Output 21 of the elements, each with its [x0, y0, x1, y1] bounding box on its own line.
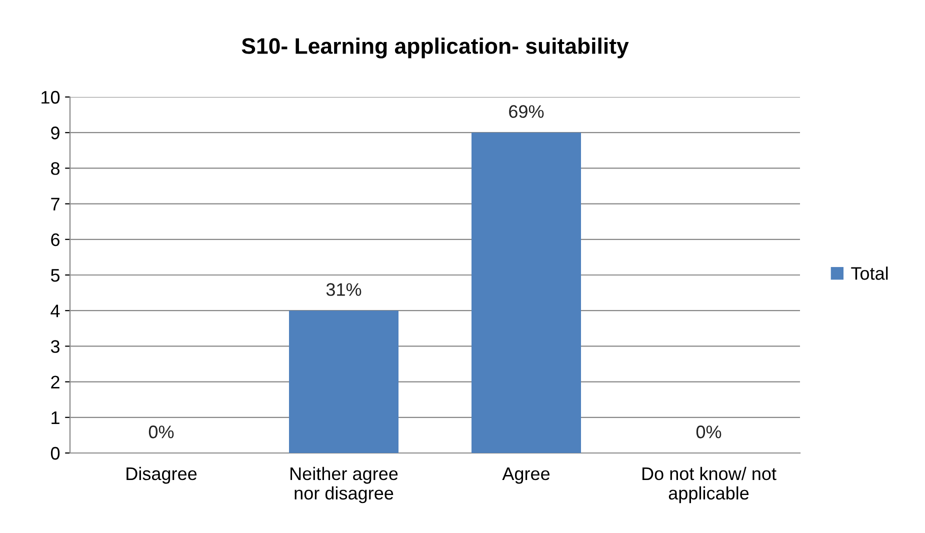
y-tick-label: 10 — [42, 90, 60, 104]
legend-label: Total — [851, 266, 888, 280]
y-tick-label: 8 — [51, 162, 60, 175]
chart-title: S10- Learning application- suitability — [242, 38, 629, 58]
annotation: 31% — [326, 283, 362, 296]
x-tick-label: Agree — [502, 468, 550, 484]
y-tick-label: 5 — [50, 269, 60, 282]
x-tick-label: Do not know/ not applicable — [642, 466, 776, 504]
y-tick-label: 7 — [51, 198, 60, 210]
y-tick-label: 6 — [51, 233, 60, 246]
y-tick-label: 3 — [50, 340, 60, 353]
y-tick-label: 9 — [51, 126, 60, 140]
annotation: 69% — [509, 105, 544, 118]
annotation: 0% — [696, 426, 722, 438]
y-tick-label: 4 — [50, 304, 60, 318]
y-tick-label: 1 — [52, 412, 60, 424]
x-tick-label: Disagree — [126, 466, 197, 484]
x-tick-label: Neither agree nor disagree — [290, 466, 398, 504]
y-tick-label: 0 — [50, 446, 60, 460]
annotation: 0% — [148, 426, 174, 438]
y-tick-label: 2 — [51, 376, 60, 388]
